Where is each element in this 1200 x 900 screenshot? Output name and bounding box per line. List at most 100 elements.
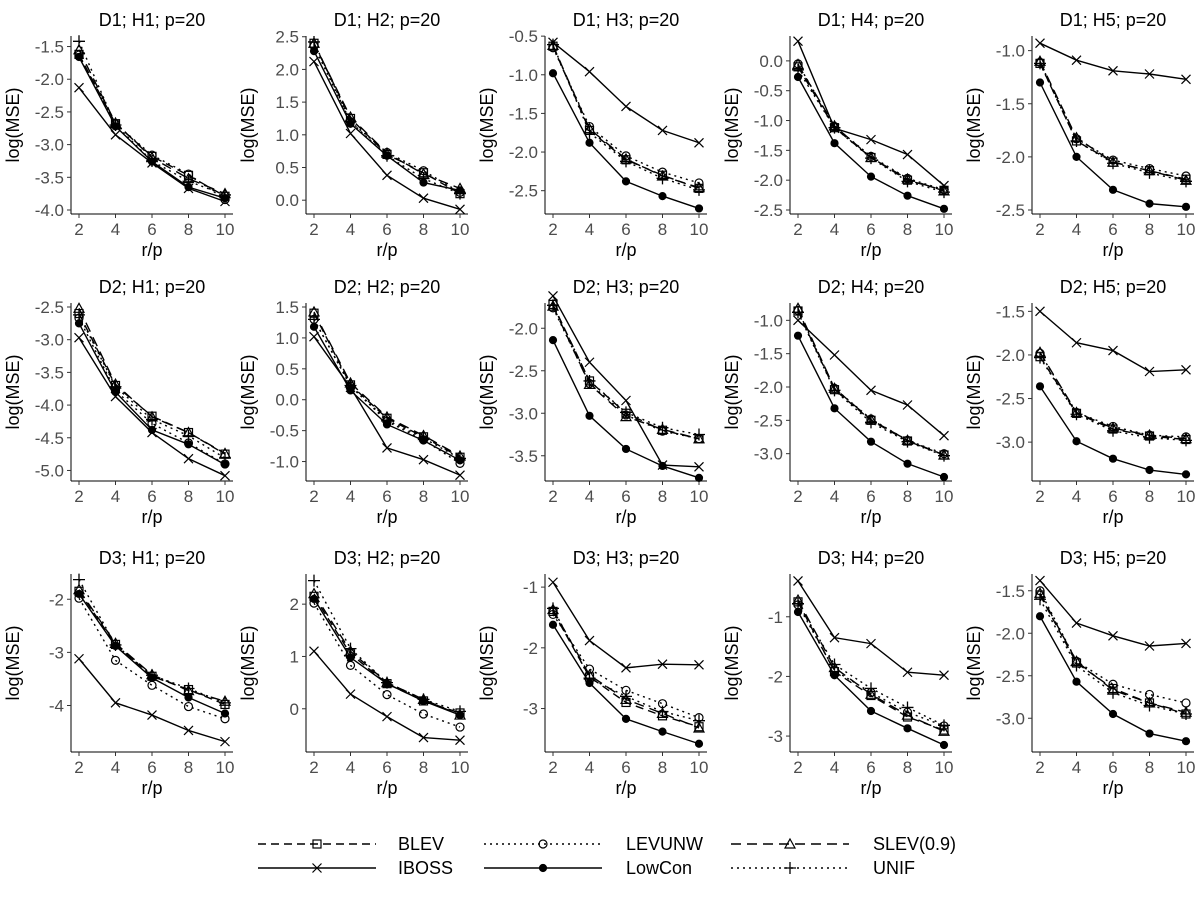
data-point <box>1108 65 1118 76</box>
x-tick-label: 6 <box>1108 220 1117 239</box>
series-line <box>797 580 945 676</box>
x-tick-label: 2 <box>74 220 83 239</box>
data-point <box>692 432 706 444</box>
y-tick-label: -5.0 <box>35 461 64 480</box>
data-point <box>453 708 467 720</box>
series-levunw <box>74 50 230 205</box>
y-tick-label: -3.5 <box>509 447 538 466</box>
series-lowcon <box>74 319 230 469</box>
x-tick-label: 4 <box>346 220 355 239</box>
x-tick-label: 6 <box>147 487 156 506</box>
series-lowcon <box>309 594 465 720</box>
series-unif <box>547 38 705 196</box>
data-point <box>344 115 357 128</box>
y-tick-label: -1.0 <box>509 66 538 85</box>
data-point <box>455 735 465 746</box>
legend-label: UNIF <box>873 858 915 878</box>
series-line <box>78 590 226 706</box>
series-line <box>1039 42 1187 81</box>
data-point <box>73 573 85 586</box>
data-point <box>1034 57 1046 70</box>
y-tick-label: 0.0 <box>759 52 783 71</box>
data-point <box>1143 431 1156 444</box>
data-point <box>418 454 429 465</box>
data-point <box>1181 698 1191 708</box>
x-tick-label: 6 <box>621 758 630 777</box>
data-point <box>866 437 876 446</box>
series-line <box>78 597 226 720</box>
y-tick-label: -2.5 <box>35 103 64 122</box>
data-point <box>1144 641 1155 651</box>
series-line <box>78 49 226 195</box>
data-point <box>1108 709 1118 719</box>
series-line <box>1039 357 1187 442</box>
data-point <box>694 473 704 482</box>
x-tick-label: 10 <box>690 220 709 239</box>
series-line <box>552 609 700 729</box>
x-tick-label: 8 <box>419 487 428 506</box>
series-slev-0-9 <box>72 43 232 199</box>
series-levunw <box>309 314 465 468</box>
data-point <box>903 191 912 200</box>
data-point <box>74 332 84 343</box>
panel-d1-h5-p-20: D1; H5; p=20 2 4 6 8 10 -1.0 -1.5 -2.0 -2.5 r/p log… <box>964 10 1195 260</box>
y-axis-label: log(MSE) <box>964 354 984 429</box>
legend-marker <box>312 863 322 873</box>
data-point <box>1181 202 1191 211</box>
data-point <box>454 187 466 200</box>
series-lowcon <box>548 620 704 748</box>
panel-d2-h4-p-20: D2; H4; p=20 2 4 6 8 10 -1.0 -1.5 -2.0 -2.5 -3.0 r/… <box>722 277 953 527</box>
data-point <box>345 128 356 139</box>
series-line <box>797 308 945 456</box>
x-tick-label: 8 <box>1145 220 1154 239</box>
y-tick-label: -3 <box>523 700 538 719</box>
data-point <box>344 644 357 656</box>
data-point <box>658 191 667 201</box>
y-tick-label: -1.5 <box>996 582 1025 601</box>
panel-title: D2; H2; p=20 <box>334 277 441 297</box>
series-line <box>797 63 945 191</box>
y-tick-label: -3.5 <box>35 363 64 382</box>
series-line <box>552 581 700 669</box>
series-iboss <box>74 653 230 747</box>
data-point <box>1181 470 1191 479</box>
series-blev <box>309 38 465 199</box>
panel-title: D1; H4; p=20 <box>818 10 925 30</box>
data-point <box>939 472 949 482</box>
data-point <box>308 313 320 326</box>
data-point <box>309 646 319 657</box>
series-lowcon <box>1035 382 1191 479</box>
data-point <box>1144 69 1155 79</box>
y-tick-label: -1.5 <box>35 38 64 57</box>
data-point <box>619 693 633 705</box>
x-axis-label: r/p <box>615 507 636 527</box>
data-point <box>939 430 949 441</box>
series-line <box>797 310 945 456</box>
y-tick-label: -2.5 <box>509 182 538 201</box>
series-line <box>313 312 461 458</box>
data-point <box>693 428 705 441</box>
panel-title: D3; H1; p=20 <box>99 548 206 568</box>
series-line <box>313 61 461 211</box>
legend-marker <box>538 839 548 849</box>
data-point <box>308 35 320 48</box>
y-tick-label: -2 <box>768 667 783 686</box>
panel-d3-h1-p-20: D3; H1; p=20 2 4 6 8 10 -2 -3 -4 r/p log(MSE) <box>3 548 234 798</box>
data-point <box>307 587 321 599</box>
y-axis-label: log(MSE) <box>238 87 258 162</box>
series-levunw <box>309 598 465 732</box>
series-iboss <box>793 576 949 681</box>
data-point <box>1035 38 1045 49</box>
data-point <box>621 177 631 186</box>
series-lowcon <box>309 47 465 195</box>
series-line <box>313 602 461 728</box>
y-tick-label: -2.0 <box>996 624 1025 643</box>
data-point <box>382 170 392 181</box>
data-point <box>828 658 841 671</box>
x-tick-label: 8 <box>658 220 667 239</box>
series-line <box>313 580 461 713</box>
x-tick-label: 2 <box>309 220 318 239</box>
x-tick-label: 4 <box>111 220 120 239</box>
data-point <box>658 727 667 736</box>
series-line <box>313 319 461 460</box>
